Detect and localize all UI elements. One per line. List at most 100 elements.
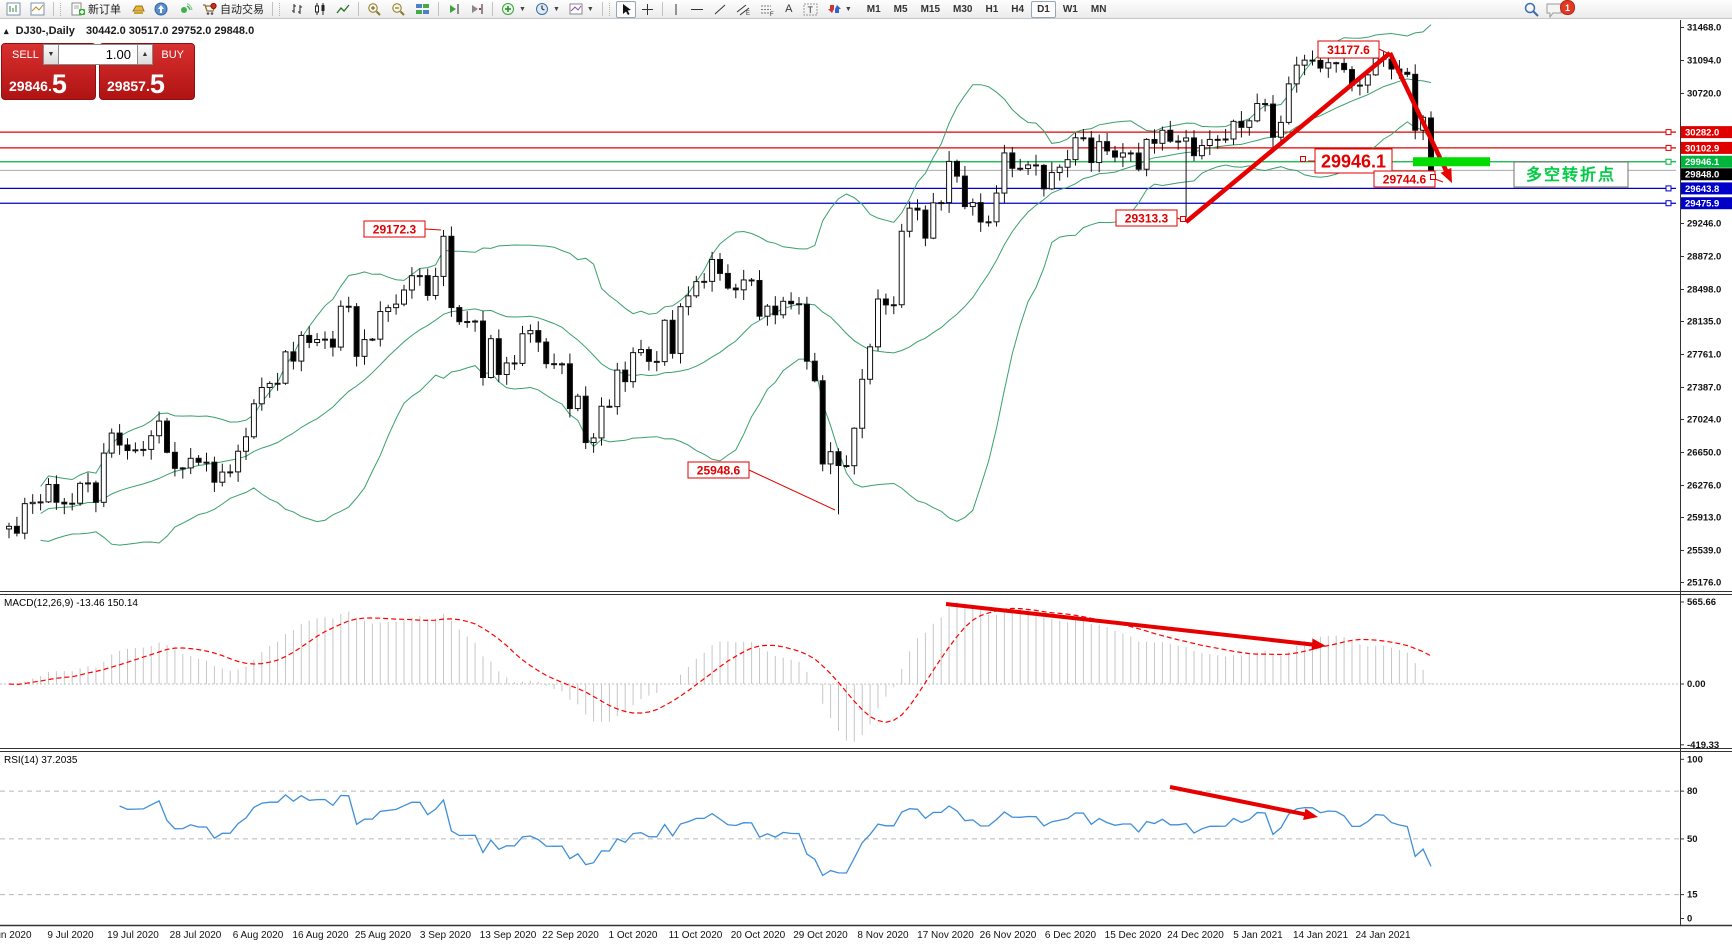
trendline-tool-button[interactable] [709,1,731,18]
new-order-button[interactable]: 新订单 [67,1,125,18]
chart-shift-button[interactable] [466,1,488,18]
trend-arrow[interactable] [1184,51,1392,224]
zoom-in-button[interactable] [363,1,386,18]
volume-decrease-button[interactable]: ▼ [43,44,59,65]
timeframe-H4[interactable]: H4 [1011,3,1025,15]
line-handle[interactable] [1665,158,1672,165]
collapse-panel-icon[interactable]: ▴ [4,26,9,36]
volume-input[interactable]: 1.00 [59,44,137,65]
indicators-button[interactable]: ▼ [497,1,530,18]
auto-scroll-button[interactable] [443,1,465,18]
toolbar-right-icons [1524,0,1565,19]
publish-button[interactable] [150,1,173,18]
timeframe-MN[interactable]: MN [1090,3,1107,15]
notification-badge[interactable]: 1 [1560,0,1575,15]
timeframe-M30[interactable]: M30 [953,3,973,15]
svg-text:6 Aug 2020: 6 Aug 2020 [233,930,284,941]
profiles-button[interactable] [26,1,49,18]
clock-icon [535,3,548,15]
turning-point-label-box[interactable]: 多空转折点 [1513,161,1629,188]
svg-text:F: F [770,12,774,16]
svg-text:24 Dec 2020: 24 Dec 2020 [1167,930,1224,941]
tile-windows-button[interactable] [411,1,434,18]
macd-signal-line [8,607,1432,723]
gold-ingot-icon [132,5,145,14]
toolbar-separator [601,2,603,16]
crosshair-tool-button[interactable] [637,1,658,18]
equidistant-channel-icon: E [736,4,750,16]
channel-tool-button[interactable]: E [732,1,755,18]
svg-text:9 Jul 2020: 9 Jul 2020 [47,930,94,941]
line-handle[interactable] [1665,200,1672,207]
trend-arrow[interactable] [1169,785,1318,820]
svg-text:多空转折点: 多空转折点 [1526,165,1616,184]
volume-increase-button[interactable]: ▲ [137,44,153,65]
autotrading-label: 自动交易 [220,4,264,16]
toolbar-separator [661,2,663,16]
cursor-tool-button[interactable] [615,0,636,18]
svg-text:31468.0: 31468.0 [1687,23,1721,34]
line-handle[interactable] [1665,185,1672,192]
bar-chart-button[interactable] [286,1,308,18]
arrows-tool-button[interactable]: ▼ [823,1,856,18]
candles [6,50,1434,540]
svg-text:28135.0: 28135.0 [1687,316,1721,327]
timeframe-D1[interactable]: D1 [1031,0,1056,18]
price-annotation[interactable]: 29172.3 [363,220,442,238]
sell-label: SELL [12,49,39,61]
new-order-label: 新订单 [88,4,121,16]
price-annotation[interactable]: 29946.1 [1300,148,1393,174]
line-chart-button[interactable] [332,1,354,18]
price-annotation[interactable]: 31177.6 [1317,40,1390,59]
line-handle[interactable] [1665,129,1672,136]
text-tool-button[interactable]: A [780,1,798,18]
vline-tool-button[interactable] [667,1,685,18]
hline-tool-button[interactable] [686,1,708,18]
vertical-line-icon [675,3,677,15]
svg-text:T: T [807,5,813,15]
timeframe-M15[interactable]: M15 [920,3,941,15]
autotrading-button[interactable]: 自动交易 [198,1,268,18]
toolbar-separator [272,2,273,16]
turning-point-highlight-bar[interactable] [1413,157,1490,167]
fibonacci-tool-button[interactable]: F [756,1,779,18]
svg-text:100: 100 [1687,754,1703,765]
candlestick-button[interactable] [309,1,331,18]
new-chart-button[interactable] [2,1,25,18]
svg-text:5 Jan 2021: 5 Jan 2021 [1233,930,1283,941]
toolbar-separator [492,2,493,16]
timeframe-M1[interactable]: M1 [866,3,881,15]
templates-button[interactable]: ▼ [565,1,598,18]
price-axis-ticks: 31468.0 31094.0 30720.0 29246.0 28872.0 28498… [1680,23,1721,589]
price-annotation[interactable]: 29744.6 [1373,170,1444,188]
zoom-out-button[interactable] [387,1,410,18]
trend-arrow[interactable] [945,602,1326,651]
svg-text:30102.9: 30102.9 [1685,143,1719,154]
text-label-tool-button[interactable]: T [799,1,822,18]
price-annotation[interactable]: 29313.3 [1115,209,1187,227]
line-chart-icon [336,4,350,14]
news-button[interactable] [174,1,197,18]
trend-arrow[interactable] [1387,52,1452,183]
line-handle[interactable] [1665,144,1672,151]
price-annotation[interactable]: 25948.6 [687,461,836,511]
timeframe-M5[interactable]: M5 [893,3,908,15]
svg-text:25539.0: 25539.0 [1687,545,1721,556]
one-click-trading-panel: SELL 29846.5 BUY 29857.5 ▼ 1.00 ▲ [1,43,195,100]
svg-text:29946.1: 29946.1 [1321,151,1386,171]
svg-text:-419.33: -419.33 [1687,740,1719,751]
svg-text:17 Nov 2020: 17 Nov 2020 [917,930,974,941]
svg-text:29744.6: 29744.6 [1383,172,1427,186]
periods-button[interactable]: ▼ [531,1,564,18]
search-icon[interactable] [1524,2,1539,17]
svg-text:24 Jan 2021: 24 Jan 2021 [1355,930,1410,941]
market-button[interactable] [126,1,149,18]
timeframe-W1[interactable]: W1 [1062,3,1078,15]
timeframe-H1[interactable]: H1 [985,3,999,15]
svg-text:28498.0: 28498.0 [1687,284,1721,295]
price-axis-badges: 30282.0 30102.9 29946.1 29848.0 29643.8 29475… [1681,126,1732,210]
svg-text:29172.3: 29172.3 [373,222,417,236]
templates-icon [569,3,583,15]
